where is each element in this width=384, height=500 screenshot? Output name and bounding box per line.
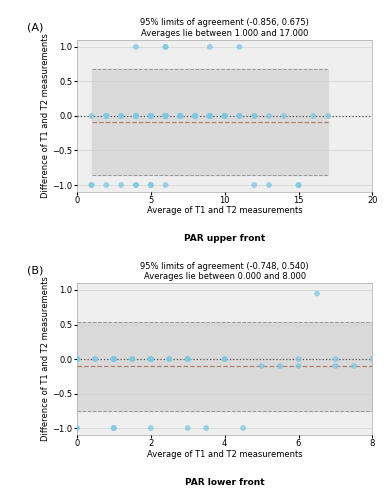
Point [148, 181, 154, 189]
Point [111, 355, 117, 363]
Point [192, 112, 198, 120]
Point [296, 181, 302, 189]
Y-axis label: Difference of T1 and T2 measurements: Difference of T1 and T2 measurements [41, 276, 50, 442]
Point [296, 181, 302, 189]
Point [351, 362, 357, 370]
Point [185, 355, 191, 363]
Point [111, 424, 117, 432]
Point [258, 362, 265, 370]
X-axis label: Average of T1 and T2 measurements: Average of T1 and T2 measurements [147, 206, 303, 216]
Point [296, 355, 302, 363]
Point [166, 355, 172, 363]
Point [251, 112, 257, 120]
X-axis label: Average of T1 and T2 measurements: Average of T1 and T2 measurements [147, 450, 303, 458]
Point [251, 112, 257, 120]
Point [103, 181, 109, 189]
Point [222, 112, 228, 120]
Point [133, 181, 139, 189]
Point [148, 355, 154, 363]
Point [177, 112, 184, 120]
Point [236, 112, 243, 120]
Point [222, 355, 228, 363]
Point [310, 112, 316, 120]
Point [111, 355, 117, 363]
Point [281, 112, 287, 120]
Point [148, 112, 154, 120]
Point [251, 181, 257, 189]
Point [236, 112, 243, 120]
Point [162, 112, 169, 120]
Point [74, 355, 80, 363]
Point [111, 355, 117, 363]
Title: 95% limits of agreement (-0.856, 0.675)
Averages lie between 1.000 and 17.000: 95% limits of agreement (-0.856, 0.675) … [140, 18, 309, 38]
Text: (A): (A) [26, 22, 43, 32]
Point [111, 355, 117, 363]
Point [222, 112, 228, 120]
Y-axis label: Difference of T1 and T2 measurements: Difference of T1 and T2 measurements [41, 34, 50, 198]
Point [103, 112, 109, 120]
Point [203, 424, 209, 432]
Point [74, 424, 80, 432]
Point [148, 112, 154, 120]
Point [162, 112, 169, 120]
Point [133, 112, 139, 120]
Point [133, 112, 139, 120]
Point [314, 290, 320, 298]
Point [162, 112, 169, 120]
Point [148, 355, 154, 363]
Point [111, 355, 117, 363]
Point [207, 112, 213, 120]
Text: PAR lower front: PAR lower front [185, 478, 265, 486]
Point [162, 43, 169, 51]
Point [177, 112, 184, 120]
Point [111, 355, 117, 363]
Point [166, 355, 172, 363]
Point [369, 355, 376, 363]
Point [177, 112, 184, 120]
Point [185, 355, 191, 363]
Point [207, 112, 213, 120]
Point [185, 424, 191, 432]
Point [89, 181, 95, 189]
Point [74, 424, 80, 432]
Point [148, 181, 154, 189]
Point [148, 112, 154, 120]
Point [162, 112, 169, 120]
Point [103, 112, 109, 120]
Point [74, 355, 80, 363]
Point [162, 181, 169, 189]
Point [89, 112, 95, 120]
Point [177, 112, 184, 120]
Point [162, 112, 169, 120]
Point [333, 355, 339, 363]
Point [74, 355, 80, 363]
Point [192, 112, 198, 120]
Point [266, 112, 272, 120]
Point [118, 112, 124, 120]
Point [207, 112, 213, 120]
Point [129, 355, 135, 363]
Point [222, 355, 228, 363]
Point [133, 112, 139, 120]
Point [222, 112, 228, 120]
Point [162, 112, 169, 120]
Point [133, 181, 139, 189]
Point [177, 112, 184, 120]
Point [162, 112, 169, 120]
Point [148, 424, 154, 432]
Point [236, 112, 243, 120]
Point [103, 112, 109, 120]
Point [192, 112, 198, 120]
Point [89, 181, 95, 189]
Text: PAR upper front: PAR upper front [184, 234, 265, 244]
Point [192, 112, 198, 120]
Point [236, 43, 243, 51]
Point [296, 362, 302, 370]
Point [177, 112, 184, 120]
Point [162, 43, 169, 51]
Point [118, 112, 124, 120]
Point [192, 112, 198, 120]
Point [148, 355, 154, 363]
Point [129, 355, 135, 363]
Point [177, 112, 184, 120]
